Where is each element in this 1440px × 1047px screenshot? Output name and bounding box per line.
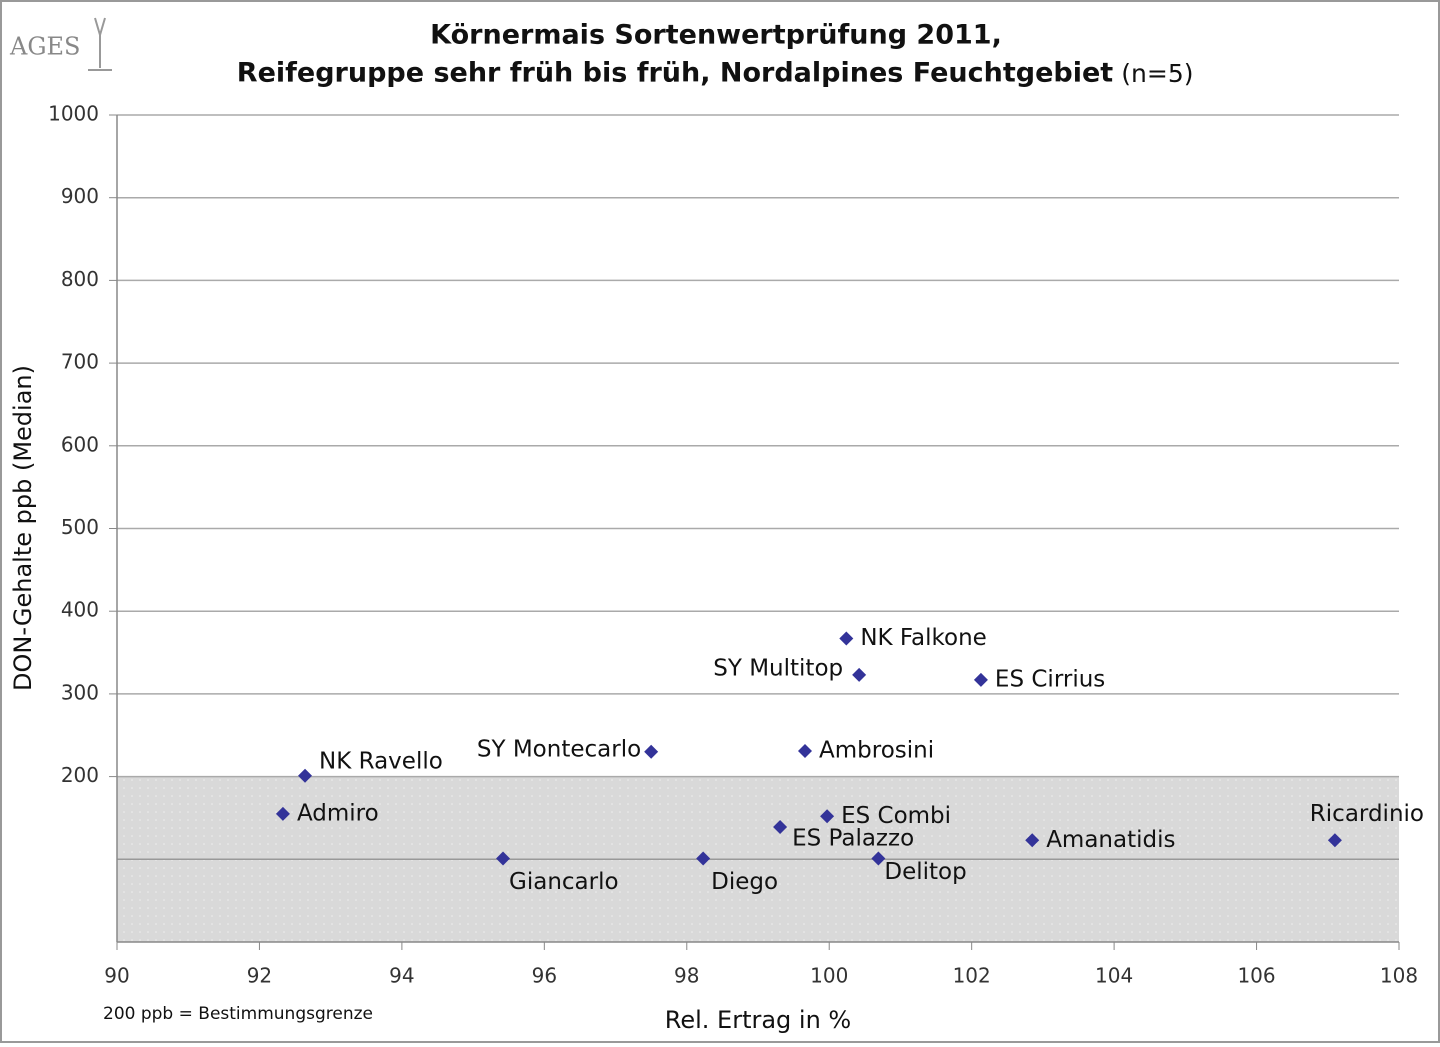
y-tick-label: 800 (61, 267, 99, 291)
point-label: SY Multitop (713, 655, 843, 681)
plot: 200 300 400 500 600 700 800 900 1000 90 92 94 96 98 10… (48, 102, 1424, 988)
point (1327, 833, 1342, 848)
point-label: Diego (711, 869, 778, 895)
x-tick-label: 106 (1237, 964, 1275, 988)
point-label: Giancarlo (509, 869, 619, 895)
point-label: Admiro (297, 800, 379, 826)
chart-subtitle: Reifegruppe sehr früh bis früh, Nordalpi… (237, 58, 1113, 89)
y-tick-label: 700 (61, 350, 99, 374)
y-tick-label: 200 (61, 763, 99, 787)
y-tick-label: 500 (61, 515, 99, 539)
x-tick-label: 90 (104, 964, 129, 988)
y-axis-label: DON-Gehalte ppb (Median) (9, 365, 37, 691)
x-tick-label: 102 (953, 964, 991, 988)
point-label: NK Ravello (319, 748, 443, 774)
x-tick-label: 92 (247, 964, 272, 988)
x-tick-label: 100 (810, 964, 848, 988)
logo: AGES (9, 33, 80, 61)
logo-icon (88, 17, 112, 71)
point-label: Amanatidis (1046, 827, 1175, 853)
point (696, 851, 711, 866)
subtitle-note: (n=5) (1121, 59, 1193, 88)
point (852, 667, 867, 682)
y-tick-label: 1000 (48, 102, 99, 126)
x-tick-label: 96 (532, 964, 557, 988)
point (298, 768, 313, 783)
point-label: ES Combi (841, 803, 951, 829)
x-tick-label: 94 (389, 964, 414, 988)
point (1025, 833, 1040, 848)
point (973, 672, 988, 687)
y-tick-label: 600 (61, 432, 99, 456)
point-label: SY Montecarlo (477, 736, 641, 762)
point (496, 851, 511, 866)
y-tick-label: 400 (61, 598, 99, 622)
point-label: ES Cirrius (995, 666, 1105, 692)
point (839, 631, 854, 646)
x-tick-label: 98 (674, 964, 699, 988)
x-tick-label: 108 (1380, 964, 1418, 988)
point-label: Ambrosini (819, 737, 934, 763)
point-label: Ricardinio (1310, 801, 1424, 827)
point (820, 809, 835, 824)
point (798, 743, 813, 758)
chart-title: Körnermais Sortenwertprüfung 2011, (430, 20, 1002, 51)
point (871, 851, 886, 866)
x-axis-label: Rel. Ertrag in % (665, 1006, 851, 1034)
point (275, 806, 290, 821)
point (773, 820, 788, 835)
point-label: NK Falkone (860, 625, 987, 651)
point (644, 744, 659, 759)
footnote: 200 ppb = Bestimmungsgrenze (103, 1004, 373, 1024)
y-tick-label: 300 (61, 680, 99, 704)
point-label: ES Palazzo (792, 826, 914, 852)
x-tick-label: 104 (1095, 964, 1133, 988)
y-tick-label: 900 (61, 184, 99, 208)
point-label: Delitop (884, 859, 966, 885)
